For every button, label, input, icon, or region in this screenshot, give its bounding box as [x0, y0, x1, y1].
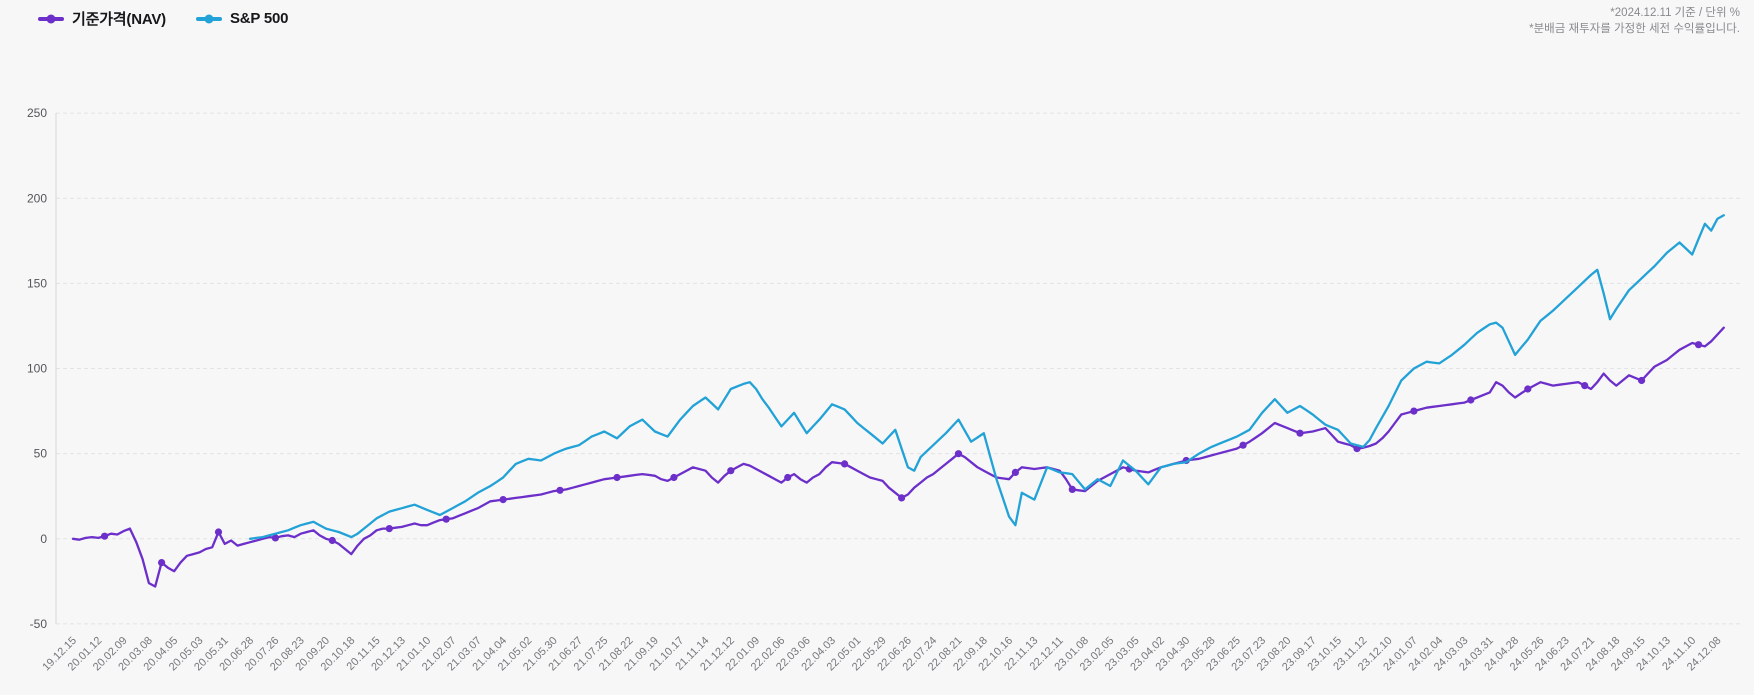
svg-text:250: 250 [27, 106, 47, 120]
svg-text:150: 150 [27, 276, 47, 290]
legend-label-sp500: S&P 500 [229, 10, 289, 27]
svg-text:0: 0 [40, 532, 47, 546]
annotation-as-of: *2024.12.11 기준 / 단위 % [1610, 7, 1740, 19]
nav-line [71, 326, 1725, 588]
svg-text:-50: -50 [30, 617, 48, 631]
chart-annotations: *2024.12.11 기준 / 단위 % *분배금 재투자를 가정한 세전 수… [1529, 5, 1740, 37]
sp500-legend-icon [195, 14, 222, 23]
legend-item-nav[interactable]: 기준가격(NAV) [38, 8, 166, 29]
nav-markers [101, 341, 1703, 567]
annotation-disclaimer: *분배금 재투자를 가정한 세전 수익률입니다. [1529, 23, 1740, 35]
nav-legend-icon [38, 14, 64, 23]
legend-item-sp500[interactable]: S&P 500 [195, 10, 289, 27]
grid-lines [56, 112, 1740, 625]
sp500-line [248, 214, 1725, 540]
svg-text:50: 50 [34, 447, 48, 461]
y-axis-labels: 250 200 150 100 50 0 -50 [27, 106, 47, 631]
svg-text:200: 200 [27, 191, 47, 205]
svg-text:100: 100 [27, 362, 47, 376]
chart-legend: 기준가격(NAV) S&P 500 [38, 8, 289, 29]
x-axis-labels: 19.12.1520.01.1220.02.0920.03.0820.04.05… [40, 635, 1723, 674]
legend-label-nav: 기준가격(NAV) [72, 11, 166, 28]
